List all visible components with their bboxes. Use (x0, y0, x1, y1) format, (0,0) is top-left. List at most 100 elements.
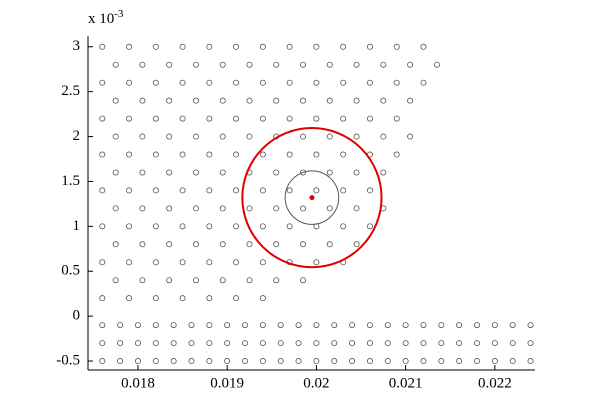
point (259, 151, 266, 158)
point (313, 151, 320, 158)
point (366, 43, 373, 50)
point (326, 97, 333, 104)
point (139, 205, 146, 212)
point (152, 358, 159, 365)
point (99, 43, 106, 50)
point (259, 79, 266, 86)
y-tick-label: 0 (73, 308, 81, 324)
point (192, 61, 199, 68)
point (242, 322, 249, 329)
point (126, 223, 133, 230)
point (206, 187, 213, 194)
point (224, 340, 231, 347)
point (407, 61, 414, 68)
point (206, 79, 213, 86)
point (259, 259, 266, 266)
point (99, 187, 106, 194)
point (420, 358, 427, 365)
point (509, 322, 516, 329)
point (326, 133, 333, 140)
point (206, 295, 213, 302)
point (393, 79, 400, 86)
point (366, 223, 373, 230)
point (117, 340, 124, 347)
point (384, 358, 391, 365)
point (384, 340, 391, 347)
point (393, 43, 400, 50)
point (188, 322, 195, 329)
point (326, 241, 333, 248)
point (192, 97, 199, 104)
point (366, 187, 373, 194)
region-circle (284, 170, 340, 225)
point (456, 322, 463, 329)
region-circle (241, 127, 383, 269)
point (233, 295, 240, 302)
point (259, 43, 266, 50)
point (112, 133, 119, 140)
point (326, 205, 333, 212)
point (286, 223, 293, 230)
point (179, 43, 186, 50)
point (188, 358, 195, 365)
point (259, 295, 266, 302)
x-tick-label: 0.022 (478, 375, 512, 391)
point (313, 43, 320, 50)
point (353, 133, 360, 140)
point (277, 340, 284, 347)
point (192, 169, 199, 176)
point (527, 340, 534, 347)
point (509, 340, 516, 347)
point (380, 97, 387, 104)
point (527, 358, 534, 365)
y-tick-label: 1.5 (61, 173, 80, 189)
point (349, 358, 356, 365)
point (219, 61, 226, 68)
point (380, 169, 387, 176)
point (353, 205, 360, 212)
point (126, 43, 133, 50)
point (259, 115, 266, 122)
point (438, 322, 445, 329)
point (179, 295, 186, 302)
point (246, 241, 253, 248)
point (340, 223, 347, 230)
point (206, 43, 213, 50)
point (273, 277, 280, 284)
point (112, 61, 119, 68)
point (273, 205, 280, 212)
point (295, 322, 302, 329)
point (192, 241, 199, 248)
point (99, 259, 106, 266)
point (139, 133, 146, 140)
point (246, 61, 253, 68)
point (366, 79, 373, 86)
point (134, 358, 141, 365)
point (277, 322, 284, 329)
point (134, 322, 141, 329)
point (126, 79, 133, 86)
point (224, 322, 231, 329)
point (206, 259, 213, 266)
point (192, 277, 199, 284)
point (313, 322, 320, 329)
point (340, 79, 347, 86)
point (402, 322, 409, 329)
point (166, 97, 173, 104)
point (112, 241, 119, 248)
point (295, 340, 302, 347)
point (224, 358, 231, 365)
point (246, 97, 253, 104)
point (99, 322, 106, 329)
point (206, 340, 213, 347)
point (313, 358, 320, 365)
point (242, 340, 249, 347)
point (152, 79, 159, 86)
point (393, 151, 400, 158)
x-tick-label: 0.018 (121, 375, 155, 391)
y-tick-label: 0.5 (61, 263, 80, 279)
point (273, 97, 280, 104)
point (384, 322, 391, 329)
point (313, 340, 320, 347)
point (326, 169, 333, 176)
